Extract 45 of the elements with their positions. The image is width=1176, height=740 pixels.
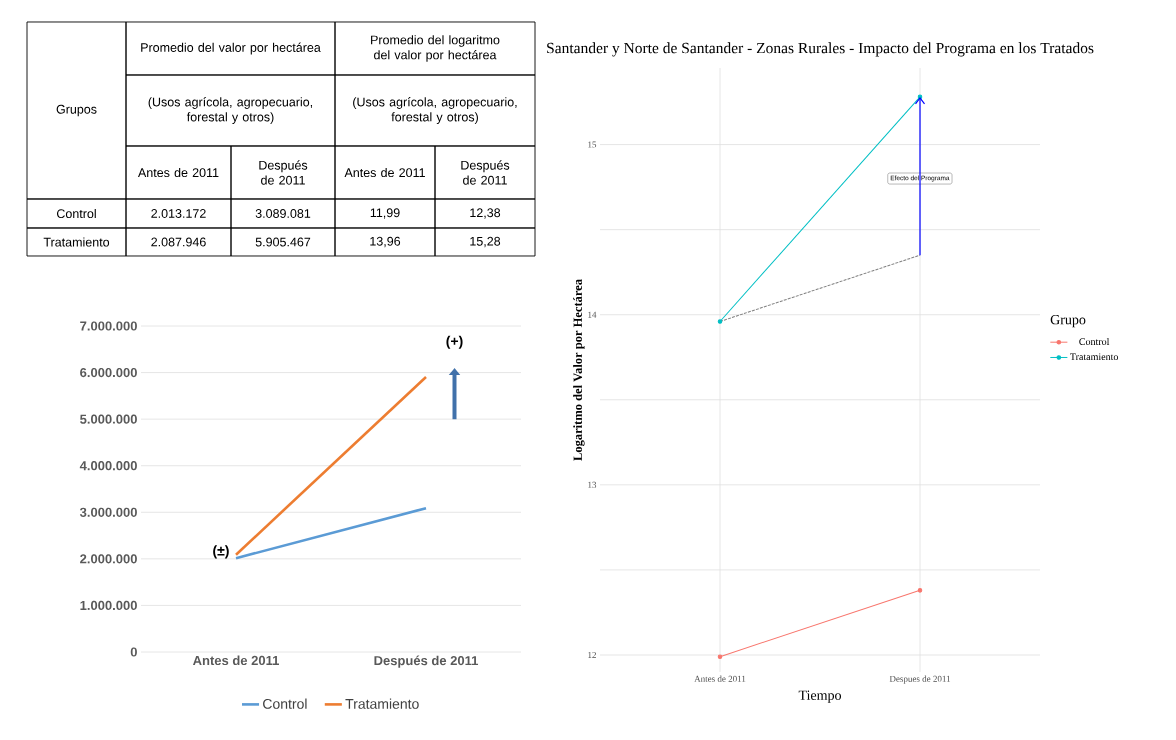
- y-tick-label: 6.000.000: [80, 367, 137, 378]
- text: 5.905.467: [255, 237, 311, 247]
- point: [717, 654, 723, 659]
- text: Control: [56, 208, 96, 219]
- y-tick-label: 0: [130, 647, 137, 657]
- text: 3.089.081: [255, 209, 311, 218]
- y-tick-label: 2.000.000: [80, 554, 137, 564]
- y-tick-label: 1.000.000: [80, 600, 137, 611]
- x-axis-title: Tiempo: [798, 690, 842, 703]
- y-axis-title: Logaritmo del Valor por Hectárea: [573, 279, 585, 461]
- y-tick-label: 15: [588, 141, 597, 148]
- text: Promedio del valor por hectárea: [141, 42, 321, 55]
- annotation: (+): [446, 335, 463, 349]
- chart-title: Santander y Norte de Santander - Zonas Rurales - Impacto del Programa en los Tratados: [547, 42, 1094, 57]
- text: Antes de 2011: [137, 167, 219, 178]
- text: Después de 2011: [461, 160, 510, 185]
- y-tick-label: 3.000.000: [79, 507, 137, 517]
- text: Promedio del logaritmo del valor por hectárea: [371, 35, 500, 62]
- text: (Usos agrícola, agropecuario, forestal y otros): [148, 97, 313, 124]
- y-tick-label: 7.000.000: [80, 321, 137, 331]
- legend-label: Control: [263, 698, 307, 709]
- text: 13,96: [370, 236, 401, 248]
- point: [717, 319, 723, 324]
- text: 11,99: [370, 208, 400, 219]
- legend-label: Tratamiento: [1070, 353, 1119, 361]
- text: 12,38: [470, 208, 501, 219]
- text: 2.087.946: [151, 237, 206, 247]
- legend-label: Tratamiento: [345, 698, 419, 709]
- text: 15,28: [470, 236, 501, 248]
- text: Grupos: [56, 104, 97, 117]
- point: [917, 588, 923, 593]
- y-tick-label: 4.000.000: [79, 461, 137, 471]
- annotation: (±): [213, 545, 229, 559]
- text: Tratamiento: [43, 237, 110, 247]
- x-tick-label: Despues de 2011: [889, 675, 951, 684]
- y-tick-label: 13: [588, 481, 597, 488]
- y-tick-label: 12: [588, 652, 596, 658]
- y-tick-label: 14: [588, 311, 597, 318]
- text: Después de 2011: [259, 160, 308, 185]
- legend-title: Grupo: [1050, 314, 1086, 328]
- text: (Usos agrícola, agropecuario, forestal y otros): [353, 97, 517, 124]
- y-tick-label: 5.000.000: [80, 414, 137, 424]
- text: Antes de 2011: [344, 167, 425, 178]
- legend-label: Control: [1079, 337, 1110, 345]
- text: 2.013.172: [151, 209, 206, 218]
